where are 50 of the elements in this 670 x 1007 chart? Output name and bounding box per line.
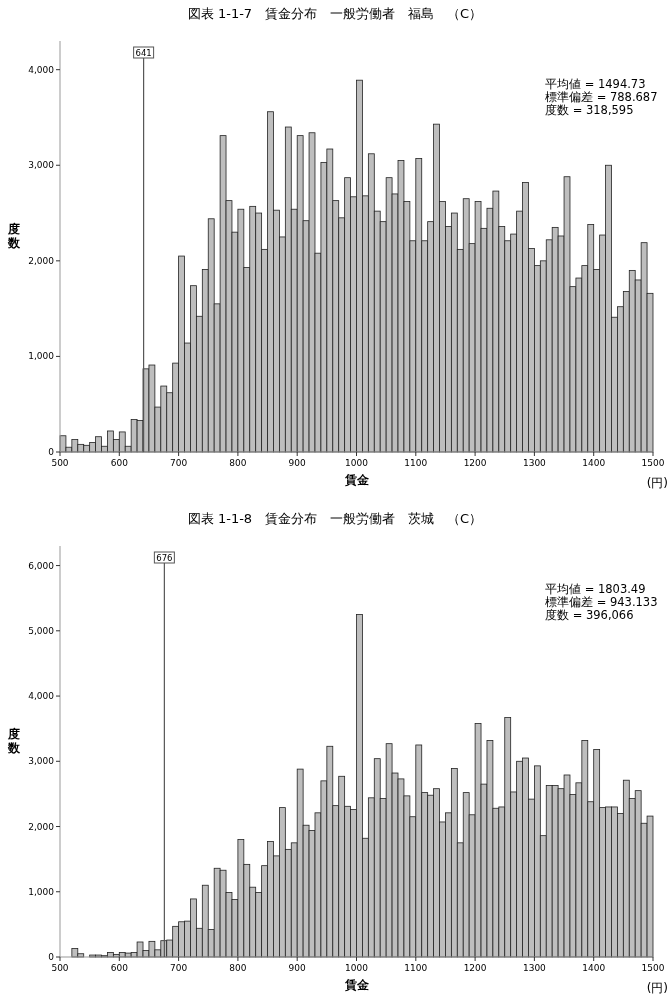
text: (円) [646,476,668,490]
annotation: 平均値 = 1494.73 [545,77,646,91]
x-axis-title: 賃金 [343,473,370,487]
x-tick-label: 700 [170,963,188,973]
x-tick-label: 1400 [582,458,606,468]
annotation: 平均値 = 1803.49 [545,582,646,596]
y-tick-label: 4,000 [28,691,55,702]
x-tick-label: 800 [229,963,247,973]
ref-line-label: 641 [135,48,152,58]
y-tick-label: 1,000 [28,886,55,897]
x-tick-label: 1500 [641,963,665,973]
x-tick-label: 500 [51,963,69,973]
x-tick-label: 900 [288,458,307,468]
y-tick-label: 1,000 [28,351,55,362]
x-tick-label: 800 [229,458,247,468]
x-tick-label: 1400 [582,963,606,973]
x-tick-label: 900 [288,963,307,973]
x-tick-label: 1200 [463,963,487,973]
y-tick-label: 2,000 [28,255,55,266]
y-tick-label: 2,000 [28,821,55,832]
y-tick-label: 4,000 [28,64,55,75]
x-tick-label: 600 [110,458,129,468]
x-tick-label: 500 [51,458,69,468]
y-tick-label: 3,000 [28,160,55,171]
chart-title: 図表 1-1-7 賃金分布 一般労働者 福島 （C） [187,6,483,21]
y-tick-label: 0 [48,447,55,457]
chart-title: 図表 1-1-8 賃金分布 一般労働者 茨城 （C） [187,511,483,526]
x-tick-label: 700 [170,458,188,468]
ref-line-label: 676 [156,553,173,563]
y-tick-label: 3,000 [28,756,55,767]
x-tick-label: 1100 [404,458,428,468]
x-tick-label: 1200 [463,458,487,468]
x-tick-label: 1300 [522,458,547,468]
x-tick-label: 1000 [345,963,369,973]
y-tick-label: 6,000 [28,560,55,571]
annotation: 標準偏差 = 788.687 [545,90,658,104]
annotation: 度数 = 318,595 [545,103,634,117]
x-axis-title: 賃金 [343,978,370,992]
y-axis-title: 度数 [7,221,21,250]
x-tick-label: 600 [110,963,129,973]
x-tick-label: 1500 [641,458,665,468]
y-tick-label: 5,000 [28,625,55,636]
annotation: 標準偏差 = 943.133 [545,595,658,609]
x-tick-label: 1100 [404,963,428,973]
y-tick-label: 0 [48,952,55,962]
x-tick-label: 1000 [345,458,369,468]
text: (円) [646,981,668,995]
x-tick-label: 1300 [522,963,547,973]
y-axis-title: 度数 [7,726,21,755]
annotation: 度数 = 396,066 [545,608,634,622]
